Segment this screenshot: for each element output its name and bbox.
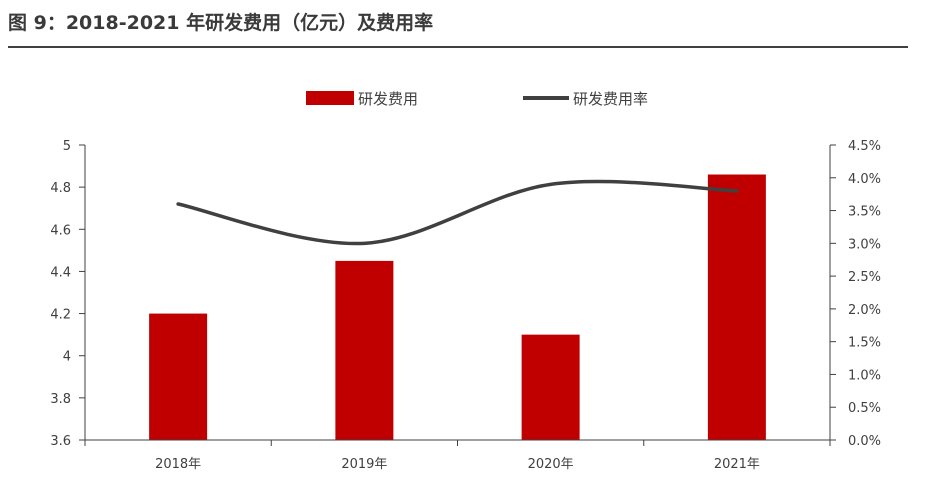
y-left-tick-label: 5 — [63, 139, 71, 154]
y-left-tick-label: 3.6 — [50, 434, 71, 449]
y-left-tick-label: 4.8 — [50, 181, 71, 196]
y-right-tick-label: 2.0% — [848, 303, 881, 318]
line-path — [176, 179, 739, 246]
y-left-tick-label: 3.8 — [50, 392, 71, 407]
y-right-tick-label: 1.0% — [848, 368, 881, 383]
y-right-tick-label: 4.0% — [848, 172, 881, 187]
x-tick-label: 2018年 — [155, 457, 201, 472]
y-right-tick-label: 0.5% — [848, 401, 881, 416]
x-tick-label: 2019年 — [341, 457, 387, 472]
x-tick-label: 2020年 — [528, 457, 574, 472]
x-tick-label: 2021年 — [714, 457, 760, 472]
chart-title: 图 9：2018-2021 年研发费用（亿元）及费用率 — [8, 12, 434, 34]
y-left-tick-label: 4 — [63, 350, 71, 365]
legend: 研发费用 研发费用率 — [306, 90, 648, 108]
y-left-tick-label: 4.2 — [50, 308, 71, 323]
y-right-tick-label: 4.5% — [848, 139, 881, 154]
y-right-tick-label: 2.5% — [848, 270, 881, 285]
bar — [149, 313, 208, 440]
y-left-tick-label: 4.4 — [50, 265, 71, 280]
bar — [707, 174, 766, 440]
y-right-tick-label: 1.5% — [848, 336, 881, 351]
y-right-tick-label: 3.5% — [848, 205, 881, 220]
y-left-tick-label: 4.6 — [50, 223, 71, 238]
legend-swatch-bar — [306, 91, 354, 105]
y-right-tick-label: 3.0% — [848, 237, 881, 252]
bar — [521, 334, 580, 440]
legend-label-bar: 研发费用 — [358, 90, 418, 108]
bar-series — [149, 174, 766, 440]
title-divider — [8, 46, 908, 48]
bar — [335, 260, 394, 440]
axes: 3.6 3.8 4 4.2 4.4 4.6 4.8 5 0.0% 0.5% 1.0% 1.5% 2.0%… — [50, 139, 881, 472]
y-right-tick-label: 0.0% — [848, 434, 881, 449]
line-series — [176, 179, 739, 246]
legend-label-line: 研发费用率 — [573, 90, 648, 108]
